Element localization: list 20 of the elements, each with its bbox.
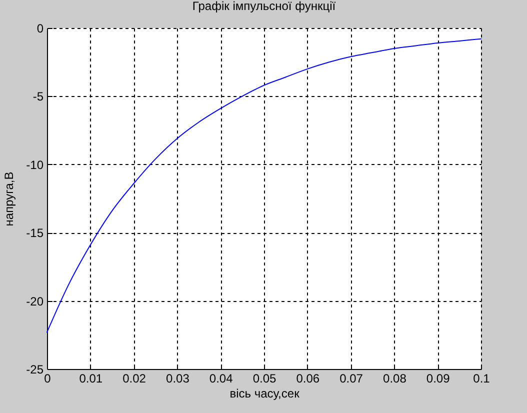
x-tick-label: 0.09 — [426, 372, 450, 386]
x-axis-title: вісь часу,сек — [230, 386, 300, 400]
x-tick-label: 0.08 — [383, 372, 407, 386]
y-axis-title: напруга,В — [2, 172, 16, 226]
x-tick-label: 0.01 — [79, 372, 103, 386]
y-tick-label: -15 — [26, 226, 44, 240]
x-tick-label: 0.06 — [296, 372, 320, 386]
y-tick-label: -10 — [26, 158, 44, 172]
chart-title: Графік імпульсної функції — [192, 0, 336, 13]
y-tick-label: -20 — [26, 294, 44, 308]
x-tick-label: 0.04 — [209, 372, 234, 386]
x-tick-label: 0.07 — [340, 372, 364, 386]
y-tick-label: -5 — [32, 90, 44, 104]
x-tick-label: 0.1 — [473, 372, 490, 386]
line-series — [46, 38, 482, 333]
x-tick-label: 0.03 — [166, 372, 190, 386]
y-tick-label: 0 — [36, 22, 44, 36]
x-tick-label: 0.02 — [122, 372, 146, 386]
x-tick-label: 0.05 — [252, 372, 276, 386]
y-tick-label: -25 — [26, 362, 44, 376]
